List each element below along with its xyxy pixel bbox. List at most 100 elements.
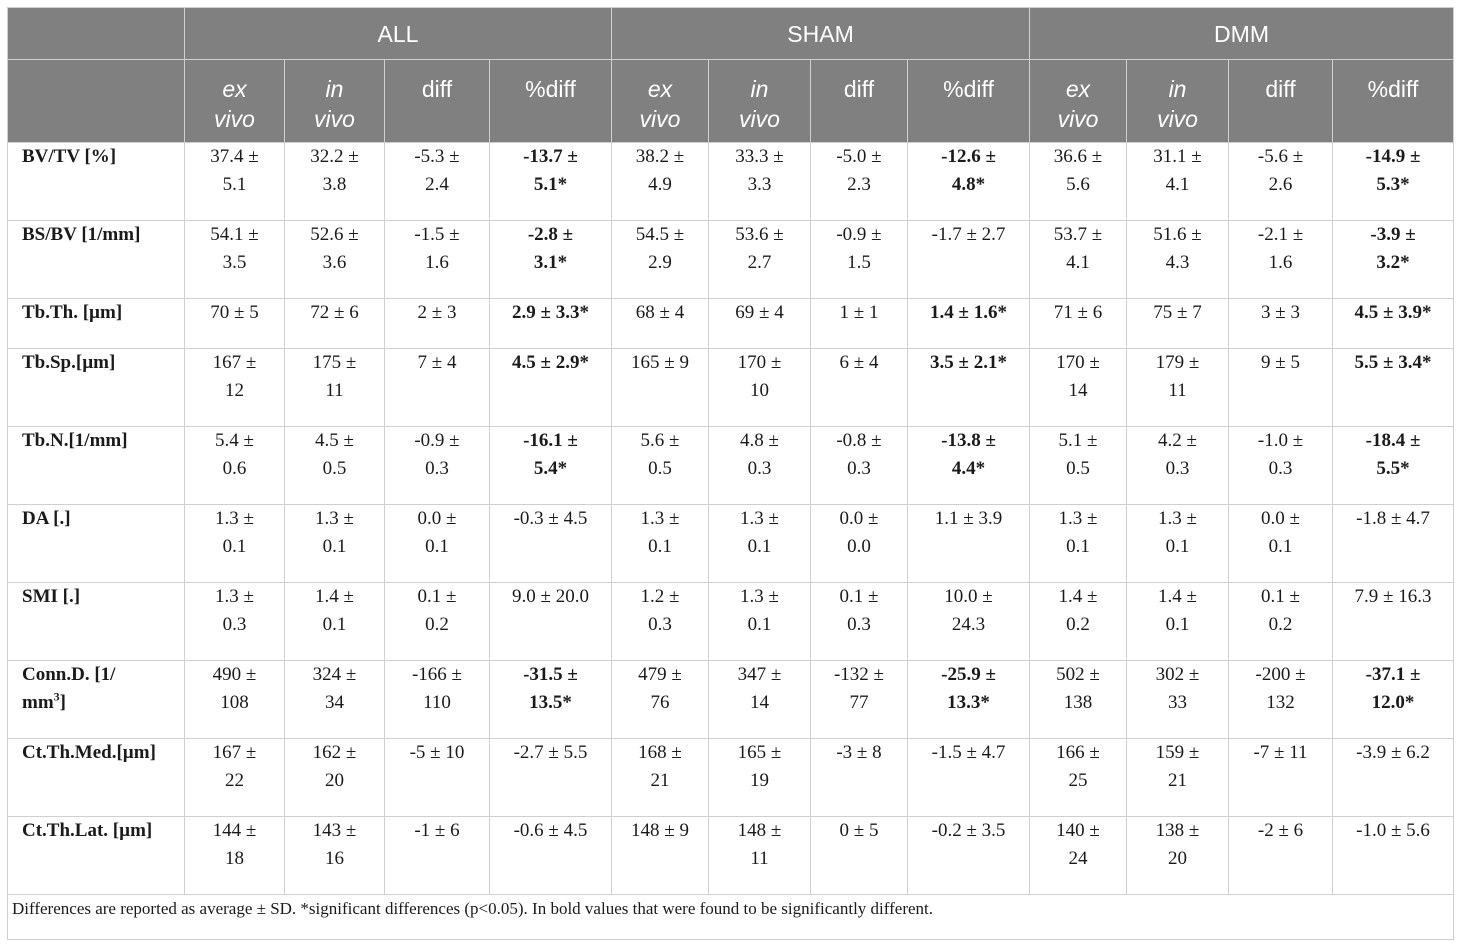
table-cell: 0 ± 5 — [810, 816, 908, 895]
table-cell: 7.9 ± 16.3 — [1332, 582, 1455, 661]
table-cell: -7 ± 11 — [1228, 738, 1334, 817]
cell-line: 3.5 — [222, 252, 247, 273]
cell-line: 70 ± 5 — [210, 302, 259, 323]
table-body: BV/TV [%] 37.4 ± 5.1 32.2 ± 3.8 -5.3 ± 2.4 -13.… — [7, 142, 1455, 895]
cell-line: 2.9 — [648, 252, 672, 273]
cell-line: 9 ± 5 — [1261, 352, 1300, 373]
cell-line: -166 ± — [411, 664, 462, 685]
table-cell: 1.3 ± 0.1 — [1029, 504, 1128, 583]
cell-line: 18 — [225, 848, 244, 869]
cell-line: -0.3 ± 4.5 — [513, 508, 588, 529]
cell-line: 10 — [750, 380, 769, 401]
cell-line: 5.1* — [533, 174, 568, 195]
cell-line: 170 ± — [737, 352, 782, 373]
cell-line: 33.3 ± — [735, 146, 784, 167]
table-cell: 52.6 ± 3.6 — [284, 220, 385, 299]
cell-line: -31.5 ± — [523, 664, 578, 685]
row-label: Tb.Th. [µm] — [7, 298, 185, 349]
table-footer: Differences are reported as average ± SD… — [6, 894, 1455, 940]
cell-line: 1.3 ± — [315, 508, 354, 529]
cell-line: -13.8 ± — [941, 430, 996, 451]
table-cell: 2.9 ± 3.3* — [489, 298, 612, 349]
subcolumn-header: %diff — [489, 59, 612, 143]
table-row: SMI [.] 1.3 ± 0.3 1.4 ± 0.1 0.1 ± 0.2 9.0 ± 20.… — [7, 582, 1455, 661]
cell-line: 148 ± 9 — [631, 820, 689, 841]
subcolumn-header: in vivo — [708, 59, 811, 143]
table-row: Ct.Th.Lat. [µm] 144 ± 18 143 ± 16 -1 ± 6 -0.6 … — [7, 816, 1455, 895]
cell-line: 0.1 ± — [1261, 586, 1300, 607]
group-header-dmm: DMM — [1029, 7, 1455, 60]
table-cell: 324 ± 34 — [284, 660, 385, 739]
cell-line: 2.9 ± 3.3* — [512, 302, 589, 323]
table-cell: 502 ± 138 — [1029, 660, 1128, 739]
table-cell: 4.5 ± 0.5 — [284, 426, 385, 505]
cell-line: 490 ± — [212, 664, 257, 685]
subcolumn-header: %diff — [1332, 59, 1455, 143]
row-label: BV/TV [%] — [7, 142, 185, 221]
cell-line: 1.4 ± — [1158, 586, 1197, 607]
table-cell: 3 ± 3 — [1228, 298, 1334, 349]
row-label: Ct.Th.Med.[µm] — [7, 738, 185, 817]
cell-line: 68 ± 4 — [635, 302, 685, 323]
row-label: DA [.] — [7, 504, 185, 583]
cell-line: -3.9 ± 6.2 — [1356, 742, 1430, 763]
cell-line: -16.1 ± — [523, 430, 578, 451]
cell-line: -1.0 ± — [1257, 430, 1304, 451]
table-cell: 302 ± 33 — [1126, 660, 1230, 739]
subcolumn-header-line: diff — [421, 76, 453, 102]
group-header-row: ALL SHAM DMM — [7, 7, 1455, 60]
cell-line: 5.1 — [222, 174, 247, 195]
cell-line: -12.6 ± — [941, 146, 996, 167]
cell-line: 0.5 — [322, 458, 347, 479]
cell-line: -1 ± 6 — [414, 820, 460, 841]
row-label: Ct.Th.Lat. [µm] — [7, 816, 185, 895]
table-cell: 70 ± 5 — [184, 298, 285, 349]
cell-line: 20 — [1168, 848, 1188, 869]
subcolumn-header-line: vivo — [1157, 106, 1198, 132]
cell-line: 5.4* — [533, 458, 568, 479]
subcolumn-header-row: ex vivo in vivo diff %diff ex vivo in vivo diff %di… — [7, 59, 1455, 143]
table-cell: 1.4 ± 0.1 — [1126, 582, 1230, 661]
cell-line: 7.9 ± 16.3 — [1354, 586, 1432, 607]
cell-line: 0.1 — [322, 614, 347, 635]
cell-line: 5.5 ± 3.4* — [1354, 352, 1432, 373]
cell-line: 24 — [1068, 848, 1088, 869]
cell-line: 1.4 ± 1.6* — [930, 302, 1007, 323]
cell-line: 479 ± — [638, 664, 682, 685]
cell-line: 3.6 — [322, 252, 347, 273]
cell-line: 25 — [1068, 770, 1088, 791]
table-cell: 175 ± 11 — [284, 348, 385, 427]
subcolumn-header-line: vivo — [314, 106, 355, 132]
table-cell: -3.9 ± 3.2* — [1332, 220, 1455, 299]
cell-line: -2.1 ± — [1257, 224, 1304, 245]
cell-line: 165 ± — [737, 742, 782, 763]
cell-line: 1.3 ± — [640, 508, 680, 529]
cell-line: 0.1 — [1165, 536, 1190, 557]
cell-line: 0.3 — [747, 458, 772, 479]
cell-line: 138 — [1063, 692, 1093, 713]
table-cell: 162 ± 20 — [284, 738, 385, 817]
cell-line: 159 ± — [1155, 742, 1200, 763]
cell-line: 4.5 ± 3.9* — [1354, 302, 1432, 323]
cell-line: 69 ± 4 — [735, 302, 784, 323]
cell-line: 10.0 ± — [944, 586, 993, 607]
subcolumn-header-line: vivo — [214, 106, 255, 132]
cell-line: 0.1 — [1066, 536, 1090, 557]
cell-line: 13.3* — [947, 692, 990, 713]
table-cell: 4.5 ± 2.9* — [489, 348, 612, 427]
cell-line: 51.6 ± — [1153, 224, 1202, 245]
table-cell: 168 ± 21 — [611, 738, 709, 817]
cell-line: 0.6 — [222, 458, 247, 479]
cell-line: 53.6 ± — [735, 224, 784, 245]
cell-line: 4.1 — [1165, 174, 1190, 195]
table-row: DA [.] 1.3 ± 0.1 1.3 ± 0.1 0.0 ± 0.1 -0.3 ± 4.5… — [7, 504, 1455, 583]
cell-line: 9.0 ± 20.0 — [512, 586, 589, 607]
subcolumn-header: diff — [1228, 59, 1334, 143]
cell-line: 4.1 — [1066, 252, 1090, 273]
cell-line: 0.3 — [1165, 458, 1190, 479]
cell-line: -200 ± — [1255, 664, 1306, 685]
cell-line: 16 — [325, 848, 344, 869]
table-cell: 479 ± 76 — [611, 660, 709, 739]
table-row: Tb.N.[1/mm] 5.4 ± 0.6 4.5 ± 0.5 -0.9 ± 0.3 -16.… — [7, 426, 1455, 505]
subcolumn-header-line: ex — [647, 76, 673, 102]
